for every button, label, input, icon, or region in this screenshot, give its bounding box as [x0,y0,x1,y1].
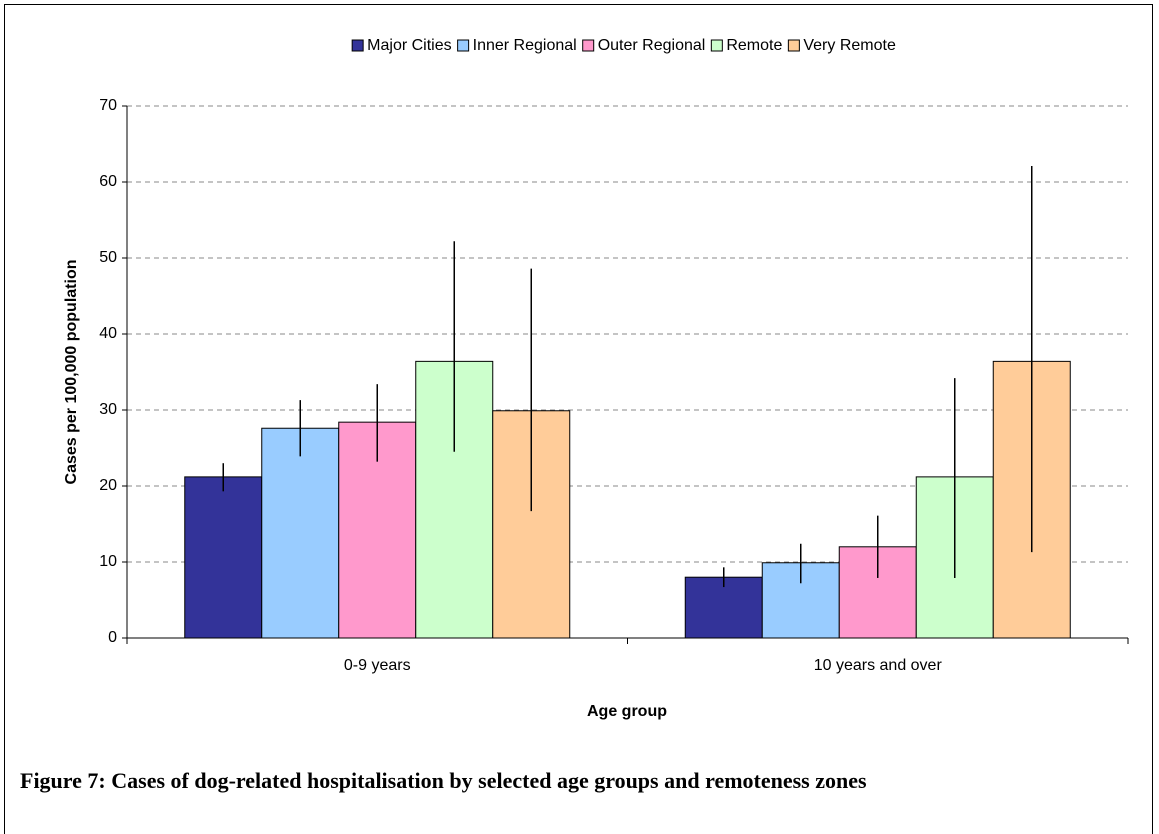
caption: Figure 7: Cases of dog-related hospitali… [20,768,867,793]
chart: Cases per 100,000 population Age group 0… [63,37,1129,720]
x-tick-label: 0-9 years [344,657,411,674]
legend-swatch [457,39,470,52]
y-tick-label: 0 [108,629,117,646]
bar [184,476,263,639]
y-tick-label: 60 [99,173,117,190]
y-tick-label: 70 [99,97,117,114]
legend-swatch [787,39,800,52]
legend-label: Inner Regional [473,37,577,54]
legend-swatch [351,39,364,52]
y-tick-label: 20 [99,477,117,494]
y-tick-label: 30 [99,401,117,418]
legend-label: Major Cities [367,37,451,54]
y-axis-label: Cases per 100,000 population [63,260,80,485]
legend-label: Very Remote [803,37,896,54]
frame [4,4,1153,834]
y-tick-label: 40 [99,325,117,342]
y-tick-label: 50 [99,249,117,266]
legend-label: Outer Regional [598,37,706,54]
legend-label: Remote [726,37,782,54]
bar [261,427,340,639]
x-axis-label: Age group [587,703,667,720]
legend-swatch [710,39,723,52]
x-tick-label: 10 years and over [814,657,943,674]
y-tick-label: 10 [99,553,117,570]
legend-swatch [582,39,595,52]
